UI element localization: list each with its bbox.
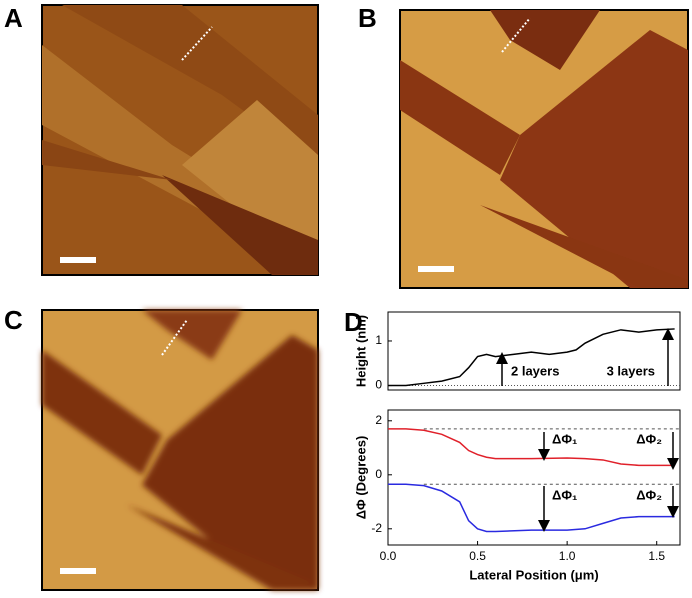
data-line bbox=[388, 483, 675, 533]
panel-label: B bbox=[358, 3, 377, 33]
annotation: ΔΦ₁ bbox=[552, 487, 577, 502]
annotation: ΔΦ₁ bbox=[552, 431, 577, 446]
panel-label: C bbox=[4, 305, 23, 335]
annotation: ΔΦ₂ bbox=[636, 487, 662, 502]
y-tick-label: 0 bbox=[375, 378, 382, 392]
plot-frame bbox=[387, 409, 681, 546]
annotation: 2 layers bbox=[511, 363, 559, 378]
x-tick-label: 0.0 bbox=[380, 549, 397, 563]
y-tick-label: 2 bbox=[375, 413, 382, 427]
afm-image-b bbox=[399, 9, 689, 289]
plot-frame bbox=[387, 311, 681, 391]
panel-label: A bbox=[4, 3, 23, 33]
y-tick-label: 1 bbox=[375, 333, 382, 347]
x-tick-label: 1.0 bbox=[559, 549, 576, 563]
y-axis-label: Height (nm) bbox=[353, 315, 368, 387]
x-axis-label: Lateral Position (μm) bbox=[469, 567, 598, 582]
data-line bbox=[388, 328, 675, 387]
y-axis-label: ΔΦ (Degrees) bbox=[353, 436, 368, 520]
annotation: ΔΦ₂ bbox=[636, 431, 662, 446]
plots: 0 1 Height (nm) 2 layers 3 layers -2 0 2 0.0 0.5 1… bbox=[353, 311, 681, 582]
annotation: 3 layers bbox=[607, 363, 655, 378]
afm-image-a bbox=[41, 4, 319, 276]
x-tick-label: 0.5 bbox=[469, 549, 486, 563]
y-tick-label: 0 bbox=[375, 467, 382, 481]
x-tick-label: 1.5 bbox=[648, 549, 665, 563]
panel-label: D bbox=[344, 307, 363, 337]
data-line bbox=[388, 428, 675, 467]
y-tick-label: -2 bbox=[371, 521, 382, 535]
afm-image-c bbox=[41, 309, 319, 591]
